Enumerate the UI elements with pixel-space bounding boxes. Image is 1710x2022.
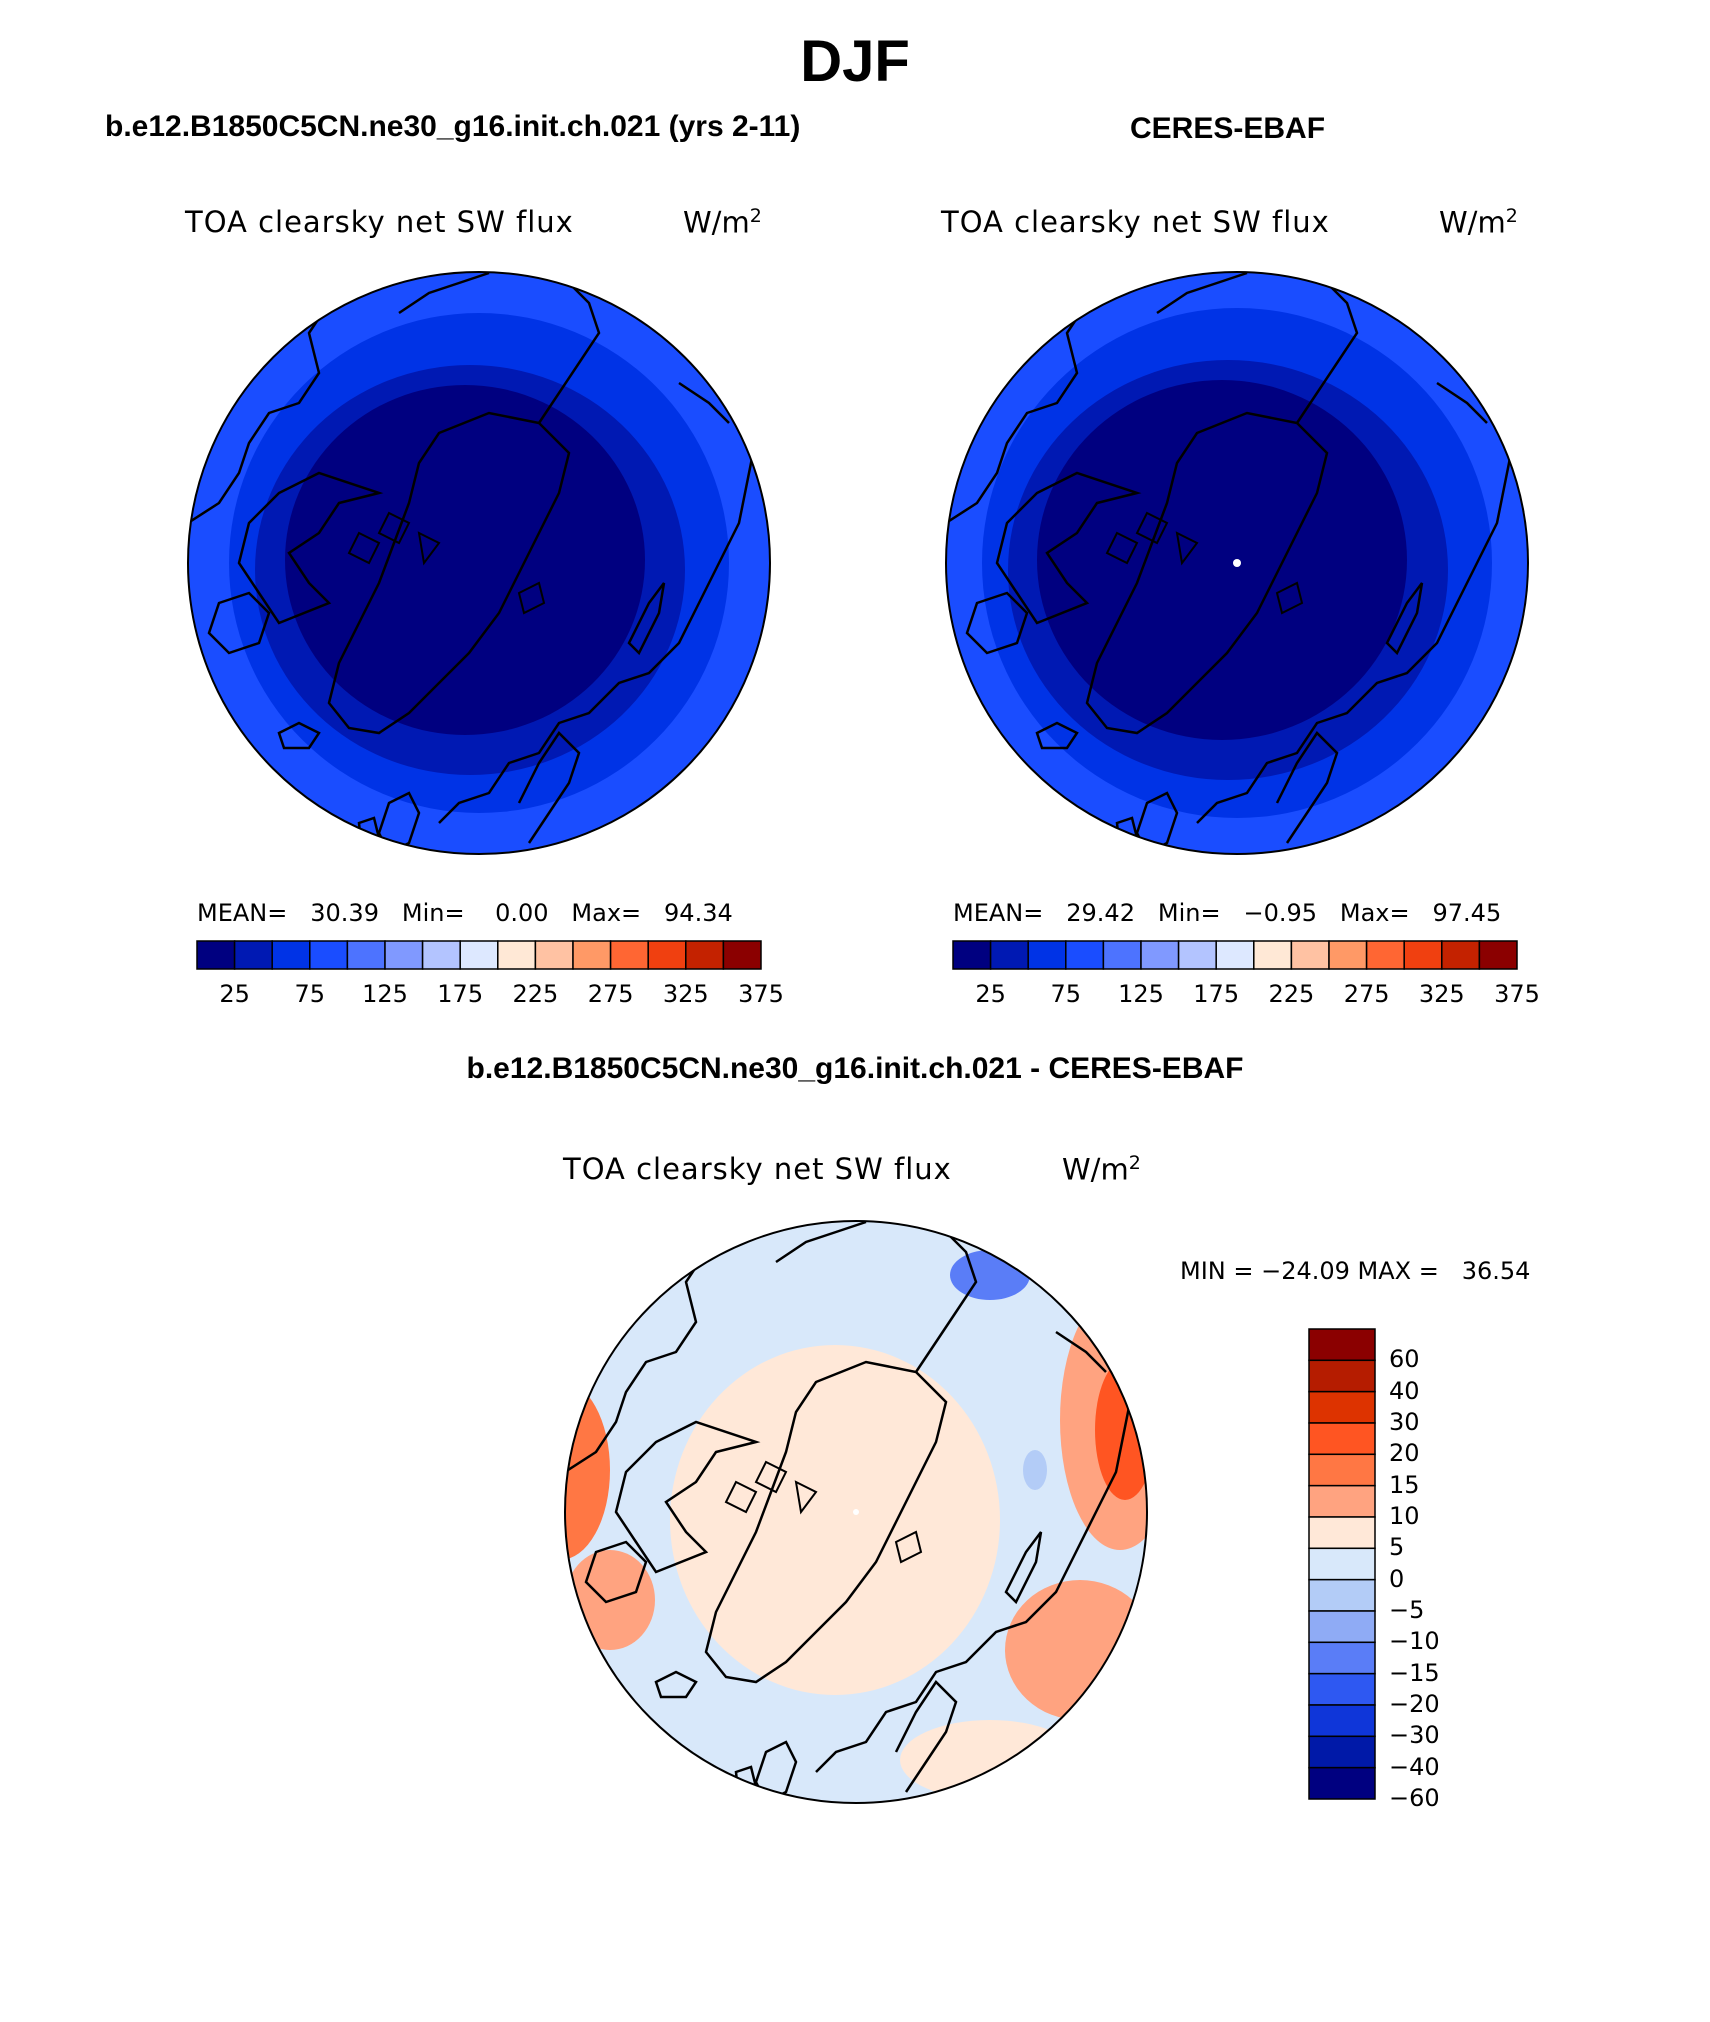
colorbar-swatch xyxy=(1290,940,1330,970)
model-polar-map xyxy=(187,271,771,855)
colorbar-tick-label: 325 xyxy=(1418,980,1465,1008)
diff-title: b.e12.B1850C5CN.ne30_g16.init.ch.021 - C… xyxy=(466,1052,1244,1085)
colorbar-swatch xyxy=(1215,940,1255,970)
colorbar-swatch xyxy=(1065,940,1105,970)
model-variable-label: TOA clearsky net SW flux xyxy=(185,205,574,239)
colorbar-swatch xyxy=(952,940,992,970)
colorbar-swatch xyxy=(421,940,461,970)
diff-variable-label: TOA clearsky net SW flux xyxy=(563,1152,952,1186)
obs-case-title: CERES-EBAF xyxy=(1130,112,1326,145)
obs-units-label: W/m2 xyxy=(1439,205,1518,240)
model-colorbar xyxy=(196,940,762,970)
colorbar-swatch xyxy=(1308,1735,1376,1769)
colorbar-swatch xyxy=(1308,1672,1376,1706)
colorbar-tick-label: 75 xyxy=(1050,980,1082,1008)
model-stats: MEAN= 30.39 Min= 0.00 Max= 94.34 xyxy=(197,899,733,927)
colorbar-tick-label: 275 xyxy=(1343,980,1390,1008)
colorbar-swatch xyxy=(722,940,762,970)
colorbar-swatch xyxy=(1308,1578,1376,1612)
colorbar-swatch xyxy=(1308,1547,1376,1581)
colorbar-swatch xyxy=(271,940,311,970)
figure-title: DJF xyxy=(800,29,910,94)
colorbar-swatch xyxy=(572,940,612,970)
obs-colorbar xyxy=(952,940,1518,970)
colorbar-tick-label: 275 xyxy=(587,980,634,1008)
colorbar-swatch xyxy=(1365,940,1405,970)
colorbar-swatch xyxy=(1308,1766,1376,1800)
colorbar-swatch xyxy=(196,940,236,970)
colorbar-swatch xyxy=(1308,1359,1376,1393)
colorbar-tick-label: 25 xyxy=(219,980,250,1008)
colorbar-swatch xyxy=(233,940,273,970)
diff-pole-point xyxy=(853,1509,859,1515)
colorbar-swatch xyxy=(1308,1328,1376,1362)
pole-missing-point xyxy=(1233,559,1241,567)
diff-minmax: MIN = −24.09 MAX = 36.54 xyxy=(1180,1257,1531,1285)
colorbar-swatch xyxy=(497,940,537,970)
diff-colorbar xyxy=(1308,1328,1376,1800)
colorbar-swatch xyxy=(647,940,687,970)
colorbar-tick-label: 375 xyxy=(1494,980,1540,1008)
colorbar-tick-label: 125 xyxy=(1118,980,1164,1008)
model-case-title: b.e12.B1850C5CN.ne30_g16.init.ch.021 (yr… xyxy=(105,110,801,143)
colorbar-tick-label: 225 xyxy=(1268,980,1315,1008)
colorbar-swatch xyxy=(384,940,424,970)
obs-colorbar-labels: 25 75 125 175 225 275 325 375 xyxy=(0,980,1710,1010)
colorbar-swatch xyxy=(346,940,386,970)
model-units-label: W/m2 xyxy=(683,205,762,240)
colorbar-swatch xyxy=(1478,940,1518,970)
colorbar-swatch xyxy=(1140,940,1180,970)
colorbar-tick-label: 225 xyxy=(512,980,559,1008)
colorbar-tick-label: 75 xyxy=(294,980,326,1008)
colorbar-swatch xyxy=(1308,1390,1376,1424)
colorbar-swatch xyxy=(685,940,725,970)
colorbar-swatch xyxy=(1308,1516,1376,1550)
colorbar-swatch xyxy=(309,940,349,970)
diff-units-label: W/m2 xyxy=(1062,1152,1141,1187)
colorbar-swatch xyxy=(459,940,499,970)
colorbar-swatch xyxy=(1308,1484,1376,1518)
colorbar-swatch xyxy=(1308,1704,1376,1738)
colorbar-swatch xyxy=(1328,940,1368,970)
colorbar-swatch xyxy=(1177,940,1217,970)
colorbar-tick-label: 325 xyxy=(662,980,709,1008)
colorbar-tick-label: 25 xyxy=(975,980,1006,1008)
model-colorbar-labels: 25 75 125 175 225 275 325 375 xyxy=(0,980,1710,1010)
colorbar-swatch xyxy=(534,940,574,970)
colorbar-tick-label: 375 xyxy=(738,980,784,1008)
colorbar-swatch xyxy=(1308,1422,1376,1456)
colorbar-swatch xyxy=(1102,940,1142,970)
obs-polar-map xyxy=(945,271,1529,855)
colorbar-tick-label: 175 xyxy=(1193,980,1240,1008)
colorbar-tick-label: 175 xyxy=(437,980,484,1008)
colorbar-swatch xyxy=(1308,1453,1376,1487)
colorbar-swatch xyxy=(1308,1641,1376,1675)
obs-variable-label: TOA clearsky net SW flux xyxy=(941,205,1330,239)
colorbar-tick-label: 125 xyxy=(362,980,408,1008)
colorbar-swatch xyxy=(1308,1610,1376,1644)
diff-polar-map xyxy=(564,1220,1148,1804)
colorbar-swatch xyxy=(609,940,649,970)
colorbar-swatch xyxy=(1027,940,1067,970)
colorbar-swatch xyxy=(1403,940,1443,970)
colorbar-swatch xyxy=(1253,940,1293,970)
obs-stats: MEAN= 29.42 Min= −0.95 Max= 97.45 xyxy=(953,899,1502,927)
colorbar-swatch xyxy=(989,940,1029,970)
colorbar-swatch xyxy=(1441,940,1481,970)
